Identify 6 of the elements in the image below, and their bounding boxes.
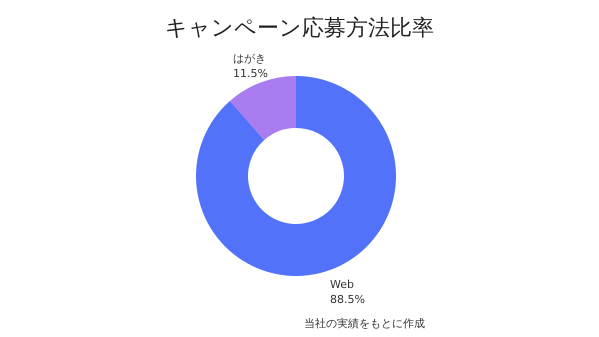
text: 当社の実績をもとに作成 bbox=[304, 317, 425, 330]
slice-label: Web bbox=[330, 278, 354, 291]
data-label: 11.5% bbox=[233, 67, 268, 80]
data-label: 88.5% bbox=[330, 293, 365, 306]
slice-label: はがき bbox=[233, 52, 266, 65]
chart-title: キャンペーン応募方法比率 bbox=[165, 16, 434, 41]
